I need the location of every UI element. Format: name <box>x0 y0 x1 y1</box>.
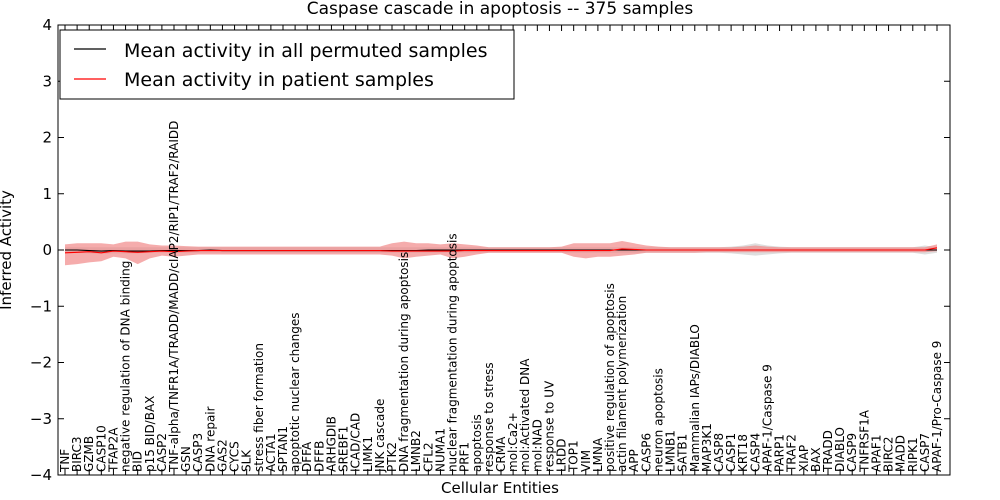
x-axis-label: Cellular Entities <box>441 479 559 497</box>
x-tick-label: APAF-1/Caspase 9 <box>760 364 774 472</box>
x-tick-label: stress fiber formation <box>252 343 266 472</box>
x-tick-label: Mammalian IAPs/DIABLO <box>688 324 702 472</box>
x-tick-label: GSN <box>179 446 193 472</box>
x-tick-label: negative regulation of DNA binding <box>119 261 133 472</box>
x-tick-label: SATB1 <box>676 434 690 472</box>
x-tick-label: GZMB <box>82 436 96 472</box>
x-tick-label: MAP3K1 <box>700 423 714 472</box>
patient-mean-line <box>64 247 938 254</box>
x-tick-label: mol:Activated DNA <box>518 358 532 472</box>
x-tick-label: APP <box>627 449 641 472</box>
x-tick-label: CASP2 <box>155 433 169 472</box>
x-tick-label: APAF-1/Pro-Caspase 9 <box>930 341 944 472</box>
y-tick-label: 1 <box>42 185 52 203</box>
x-tick-label: LMNB1 <box>664 430 678 472</box>
x-tick-label: BIRC2 <box>882 437 896 473</box>
x-tick-label: ICAD/CAD <box>349 413 363 472</box>
legend: Mean activity in all permuted samples Me… <box>59 29 515 100</box>
y-tick-label: 0 <box>42 241 52 259</box>
chart-title: Caspase cascade in apoptosis -- 375 samp… <box>307 0 694 19</box>
x-tick-label: positive regulation of apoptosis <box>603 283 617 472</box>
x-tick-label: RIPK1 <box>906 437 920 472</box>
x-tick-label: CYCS <box>228 441 242 472</box>
y-tick-label: 2 <box>42 129 52 147</box>
x-tick-label: BAX <box>809 447 823 472</box>
x-tick-label: VIM <box>579 450 593 472</box>
x-tick-label: SREBF1 <box>337 426 351 472</box>
legend-box <box>59 29 515 100</box>
x-tick-label: actin filament polymerization <box>615 296 629 472</box>
x-tick-label: CASP3 <box>191 433 205 472</box>
x-tick-label: TNF <box>58 449 72 473</box>
x-tick-label: BID <box>131 451 145 472</box>
x-tick-label: GAS2 <box>215 439 229 472</box>
x-tick-label: JNK cascade <box>373 399 387 473</box>
x-tick-label: apoptosis <box>470 414 484 472</box>
x-tick-label: LMNB2 <box>409 430 423 472</box>
x-tick-label: PTK2 <box>385 442 399 472</box>
x-tick-label: SPTAN1 <box>276 426 290 472</box>
x-tick-label: TNFRSF1A <box>857 409 871 473</box>
legend-label-permuted: Mean activity in all permuted samples <box>124 40 487 62</box>
y-tick-label: −3 <box>30 410 52 428</box>
patient-range-band <box>65 241 937 266</box>
x-tick-label: mol:NAD <box>530 419 544 472</box>
x-tick-label: LIMK1 <box>361 436 375 472</box>
y-tick-label: 4 <box>42 16 52 34</box>
x-tick-label: response to UV <box>542 380 556 472</box>
y-tick-label: −4 <box>30 466 52 484</box>
x-tick-label: APAF1 <box>869 435 883 472</box>
x-tick-label: mol:Ca2+ <box>506 412 520 472</box>
y-tick-label: −1 <box>30 297 52 315</box>
x-tick-label: CFL2 <box>421 442 435 472</box>
x-tick-label: DFFB <box>312 441 326 472</box>
x-tick-label: KRT18 <box>736 434 750 472</box>
x-tick-label: LMNA <box>591 437 605 472</box>
x-tick-label: PRF1 <box>458 442 472 472</box>
x-tick-label: TRADD <box>821 430 835 473</box>
x-tick-label: CASP10 <box>94 425 108 472</box>
x-tick-label: DFFA <box>300 441 314 472</box>
x-tick-label: TNF-alpha/TNFR1A/TRADD/MADD/cIAP2/RIP1/T… <box>167 121 181 473</box>
x-tick-label: CRMA <box>494 436 508 472</box>
x-tick-label: TFAP2A <box>106 427 120 473</box>
x-tick-label: PARP1 <box>773 434 787 472</box>
x-tick-label: ACTA1 <box>264 433 278 472</box>
x-tick-label: XIAP <box>797 445 811 472</box>
x-tick-label: DNA repair <box>203 406 217 472</box>
x-tick-label: CASP1 <box>724 433 738 472</box>
legend-label-patient: Mean activity in patient samples <box>124 69 434 91</box>
x-tick-label: CASP4 <box>748 433 762 472</box>
x-tick-label: ARHGDIB <box>324 416 338 472</box>
x-tick-label: SLK <box>240 449 254 472</box>
x-tick-label: p15 BID/BAX <box>143 396 157 472</box>
x-tick-label: nuclear fragmentation during apoptosis <box>446 233 460 472</box>
x-tick-label: DIABLO <box>833 427 847 472</box>
x-tick-label: MADD <box>894 435 908 472</box>
x-tick-label: TOP1 <box>567 440 581 473</box>
x-tick-label: CASP6 <box>639 433 653 472</box>
x-tick-label: CASP7 <box>918 433 932 472</box>
x-tick-label: CASP8 <box>712 433 726 472</box>
x-tick-label: response to stress <box>482 362 496 472</box>
y-tick-label: 3 <box>42 72 52 90</box>
x-tick-label: neuron apoptosis <box>651 368 665 472</box>
y-axis-label: Inferred Activity <box>0 190 15 310</box>
x-tick-label: apoptotic nuclear changes <box>288 313 302 472</box>
x-tick-label: DNA fragmentation during apoptosis <box>397 252 411 472</box>
x-tick-label: LRDD <box>555 439 569 473</box>
x-tick-label: CASP9 <box>845 433 859 472</box>
x-tick-label: NUMA1 <box>433 428 447 472</box>
y-tick-label: −2 <box>30 354 52 372</box>
x-tick-label: TRAF2 <box>785 434 799 473</box>
x-tick-label: BIRC3 <box>70 436 84 472</box>
